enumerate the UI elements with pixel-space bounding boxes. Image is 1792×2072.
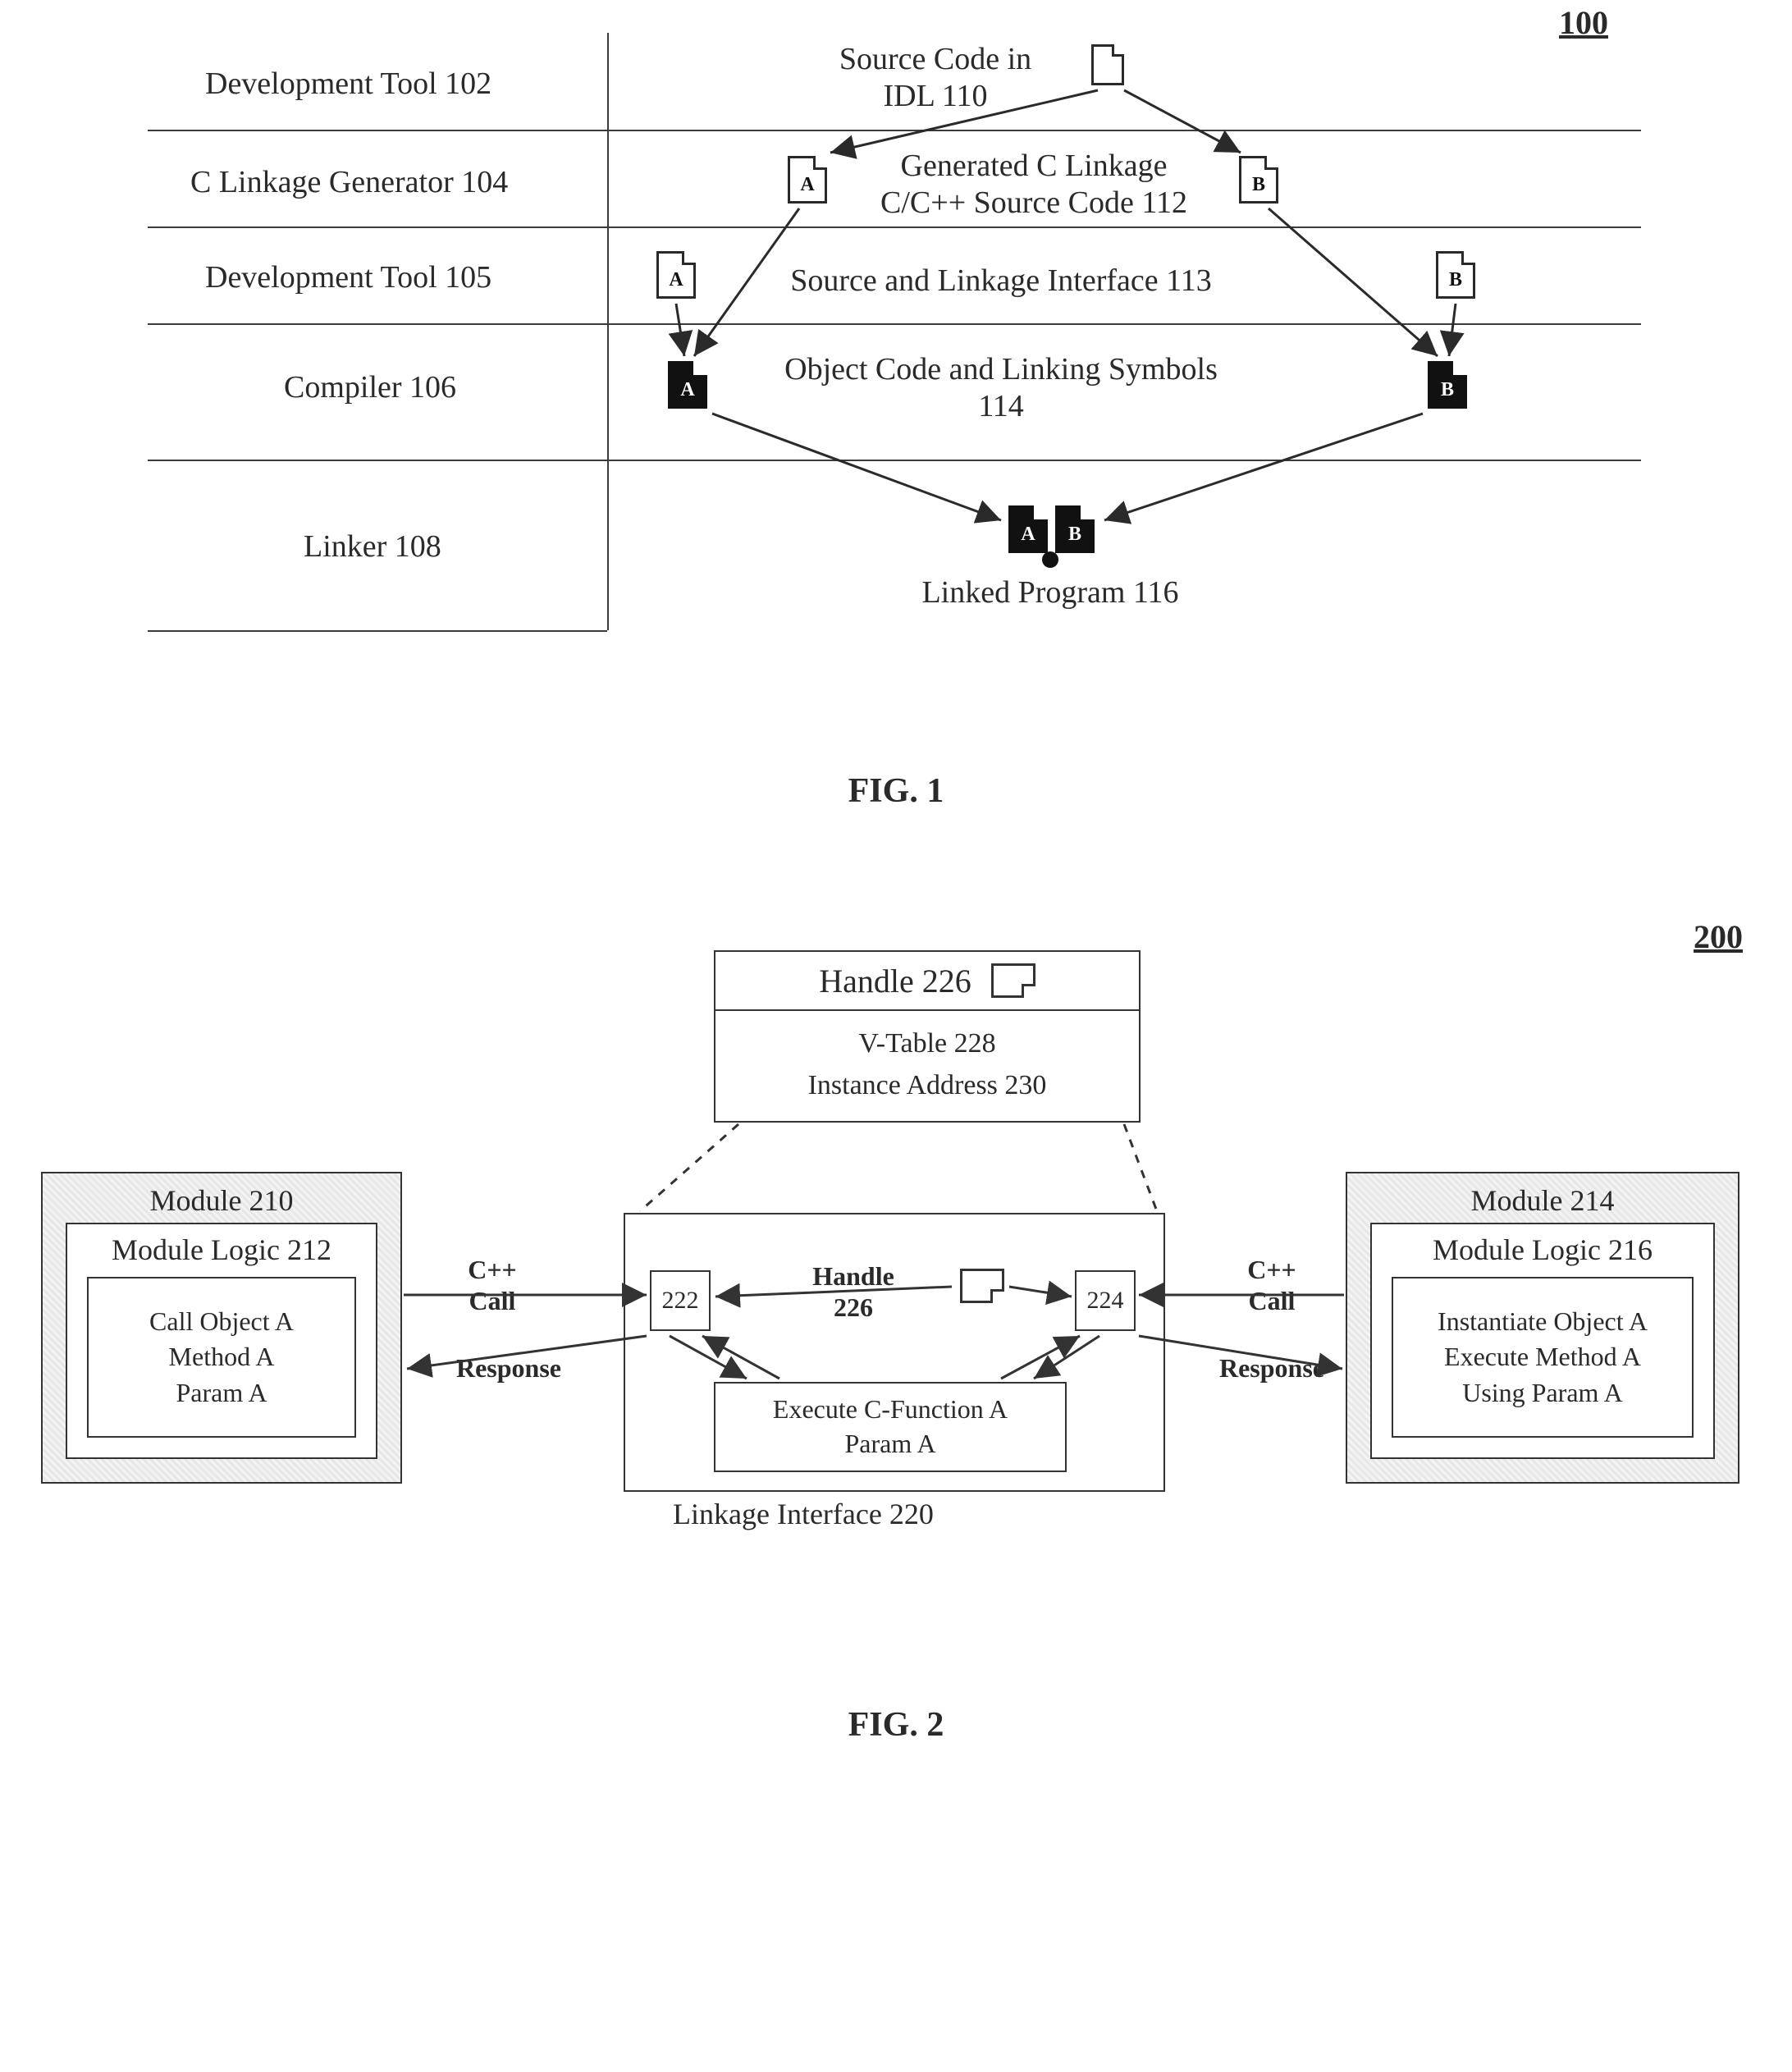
handle-title: Handle 226 (819, 962, 971, 1000)
row-label: C Linkage Generator 104 (190, 164, 508, 200)
letter: A (670, 379, 705, 401)
doc-a-icon: A (656, 251, 696, 299)
module-logic-title: Module Logic 216 (1372, 1233, 1713, 1267)
linkage-label: Linkage Interface 220 (673, 1497, 1034, 1532)
figure-1: 100 Development Tool 102 C Linkage Gener… (148, 33, 1641, 730)
row-label: Development Tool 105 (205, 259, 491, 295)
src-idl-label: Source Code in IDL 110 (812, 41, 1058, 115)
link-dot-icon (1042, 551, 1058, 568)
obj-a-icon: A (668, 361, 707, 409)
obj-label: Object Code and Linking Symbols 114 (747, 351, 1255, 425)
letter: A (790, 174, 825, 196)
letter: B (1058, 524, 1092, 546)
linked-b-icon: B (1055, 505, 1095, 553)
letter: B (1430, 379, 1465, 401)
cpp-call-label: C++ Call (443, 1254, 542, 1317)
fig2-ref: 200 (1694, 917, 1743, 956)
letter: A (659, 269, 693, 291)
handle-body: V-Table 228 Instance Address 230 (715, 1011, 1139, 1118)
module-214: Module 214 Module Logic 216 Instantiate … (1346, 1172, 1739, 1484)
cpp-call-label: C++ Call (1223, 1254, 1321, 1317)
module-logic-216: Module Logic 216 Instantiate Object A Ex… (1370, 1223, 1715, 1459)
src-link-label: Source and Linkage Interface 113 (747, 263, 1255, 300)
doc-b-icon: B (1436, 251, 1475, 299)
note-icon (991, 963, 1035, 998)
linked-a-icon: A (1008, 505, 1048, 553)
fig1-stage: Source Code in IDL 110 A Generated C Lin… (607, 33, 1641, 689)
doc-icon (1091, 44, 1124, 85)
module-logic-212: Module Logic 212 Call Object A Method A … (66, 1223, 377, 1459)
exec-box: Execute C-Function A Param A (714, 1382, 1067, 1472)
module-title: Module 210 (43, 1183, 400, 1218)
row-label: Compiler 106 (284, 369, 456, 405)
row-label: Linker 108 (304, 528, 441, 565)
handle-inline-label: Handle 226 (771, 1260, 935, 1324)
fig2-caption: FIG. 2 (33, 1705, 1759, 1745)
letter: B (1241, 174, 1276, 196)
doc-a-icon: A (788, 156, 827, 204)
handle-box: Handle 226 V-Table 228 Instance Address … (714, 950, 1141, 1123)
letter: A (1011, 524, 1045, 546)
row-label: Development Tool 102 (205, 66, 491, 102)
fig1-caption: FIG. 1 (33, 771, 1759, 811)
obj-b-icon: B (1428, 361, 1467, 409)
module-logic-inner: Call Object A Method A Param A (87, 1277, 356, 1438)
doc-b-icon: B (1239, 156, 1278, 204)
module-210: Module 210 Module Logic 212 Call Object … (41, 1172, 402, 1484)
box-224: 224 (1075, 1270, 1136, 1331)
response-label: Response (1198, 1352, 1346, 1384)
linked-label: Linked Program 116 (878, 574, 1223, 611)
response-label: Response (435, 1352, 583, 1384)
fig1-row-labels: Development Tool 102 C Linkage Generator… (148, 33, 607, 632)
module-title: Module 214 (1347, 1183, 1738, 1218)
handle-box-header: Handle 226 (715, 952, 1139, 1011)
box-222: 222 (650, 1270, 711, 1331)
letter: B (1438, 269, 1473, 291)
gen-c-label: Generated C Linkage C/C++ Source Code 11… (862, 148, 1206, 222)
note-icon (960, 1269, 1004, 1303)
module-logic-title: Module Logic 212 (67, 1233, 376, 1267)
module-logic-inner: Instantiate Object A Execute Method A Us… (1392, 1277, 1694, 1438)
figure-2: 200 Handle 226 V-Table 228 Instance Addr… (33, 926, 1759, 1664)
